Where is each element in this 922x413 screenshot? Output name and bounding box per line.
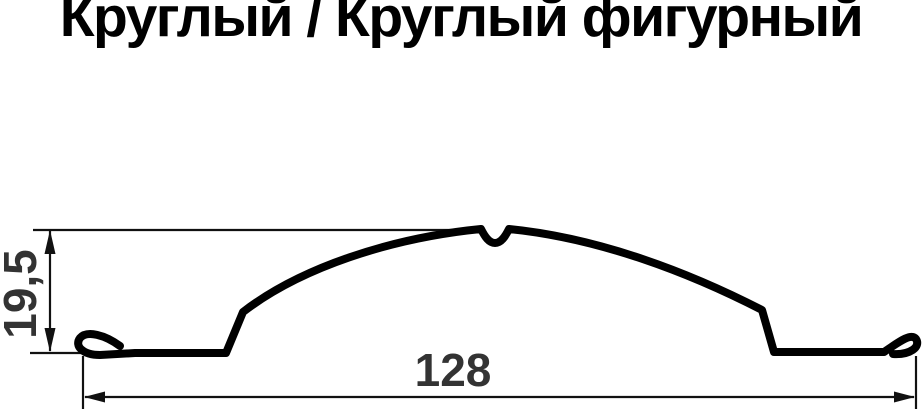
arrow-left-icon <box>84 391 105 403</box>
width-dimension-label: 128 <box>414 344 492 396</box>
dimension-arrowheads <box>44 230 915 403</box>
page-title: Круглый / Круглый фигурный <box>59 0 864 49</box>
profile-outline-path <box>74 225 922 359</box>
arrow-up-icon <box>44 230 56 254</box>
height-dimension-label: 19,5 <box>0 249 46 339</box>
arrow-down-icon <box>44 328 56 352</box>
arrow-right-icon <box>894 391 915 403</box>
